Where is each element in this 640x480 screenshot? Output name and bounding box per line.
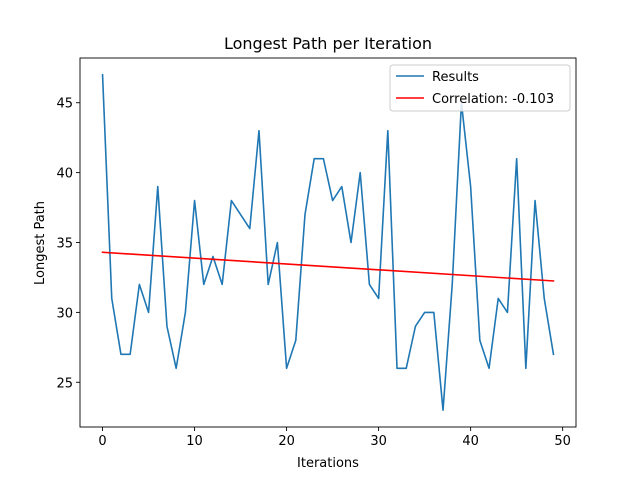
y-axis-label: Longest Path: [33, 201, 48, 285]
x-tick-label: 0: [98, 434, 106, 449]
series-line-correlation: [101, 251, 555, 282]
x-tick-label: 20: [278, 434, 295, 449]
x-tick-label: 10: [186, 434, 203, 449]
legend-entry: Correlation: -0.103: [432, 92, 554, 107]
legend-entry: Results: [432, 70, 479, 85]
x-tick-label: 50: [554, 434, 571, 449]
x-axis-label: Iterations: [297, 456, 359, 471]
x-tick-label: 40: [462, 434, 479, 449]
plot-area: 0 10 20 30 40 50 25 30 35 40 45: [56, 57, 577, 449]
legend-box: [389, 64, 571, 112]
chart-title: Longest Path per Iteration: [224, 34, 432, 53]
y-tick-label: 30: [56, 306, 73, 321]
y-tick-label: 25: [56, 376, 73, 391]
legend: Results Correlation: -0.103: [389, 64, 571, 112]
x-tick-label: 30: [370, 434, 387, 449]
y-tick-label: 35: [56, 237, 73, 252]
y-tick-label: 40: [56, 167, 73, 182]
y-tick-label: 45: [56, 97, 73, 112]
series-line-results: [101, 73, 555, 412]
